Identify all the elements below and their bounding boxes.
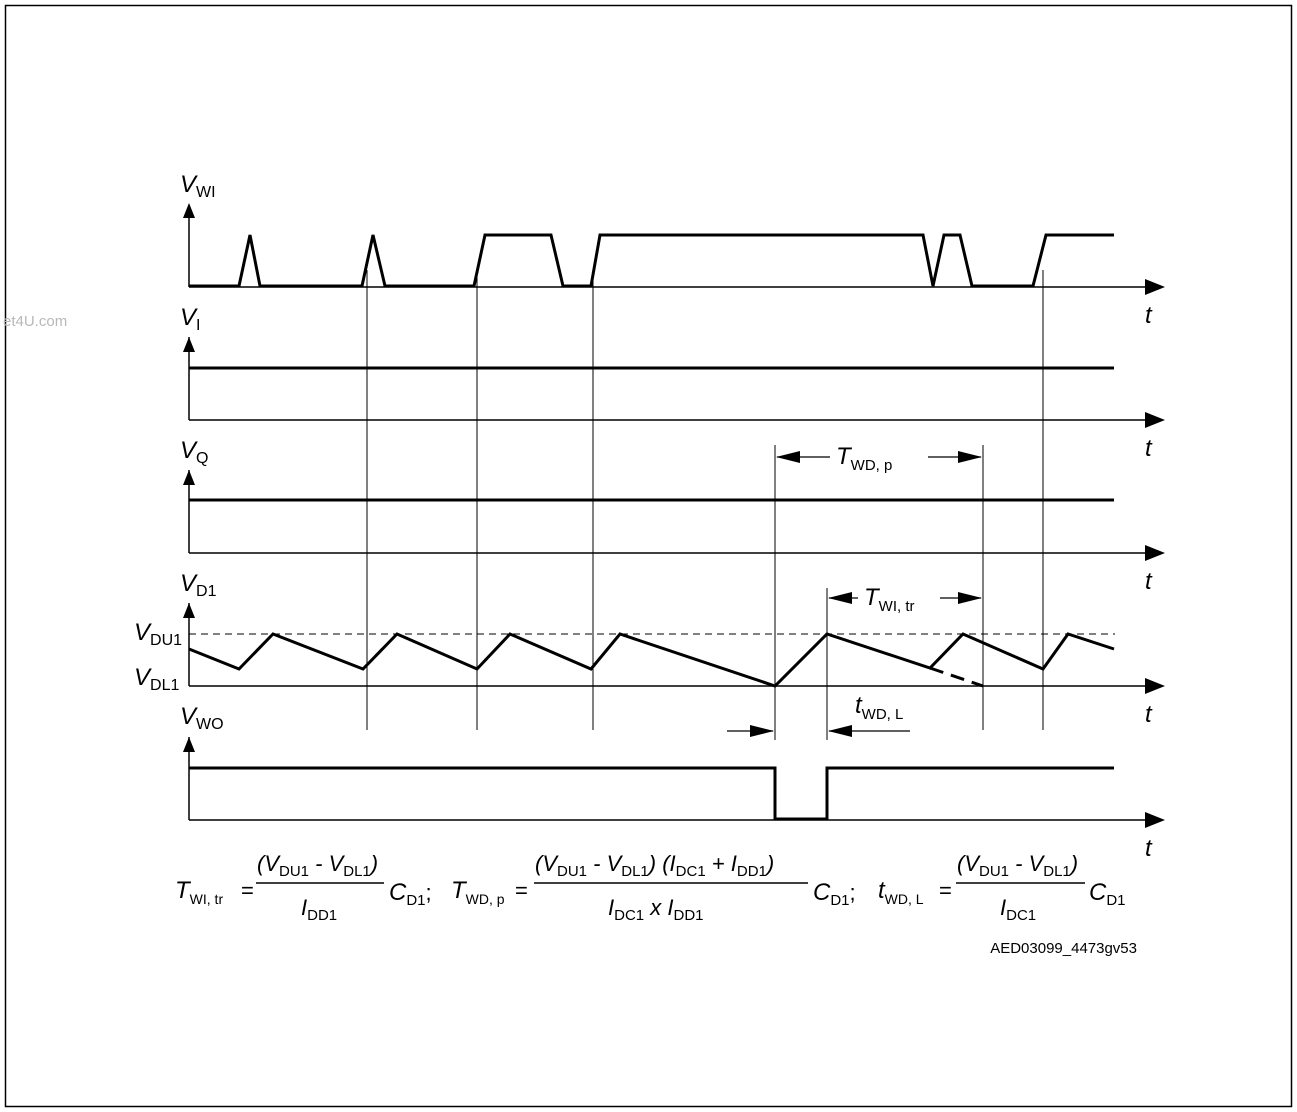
svg-text:CD1: CD1 bbox=[1089, 879, 1126, 909]
time-label-i: t bbox=[1145, 435, 1153, 462]
arrow-left-icon bbox=[776, 451, 800, 463]
axis-arrow-icon bbox=[1145, 412, 1165, 428]
waveform-wi bbox=[189, 233, 1114, 288]
svg-text:tWD, L: tWD, L bbox=[878, 877, 924, 907]
time-label-d1: t bbox=[1145, 701, 1153, 728]
arrow-right-icon bbox=[958, 451, 982, 463]
formula-twd-l: tWD, L = (VDU1 - VDL1) IDC1 CD1 bbox=[878, 851, 1126, 924]
axis-arrow-icon bbox=[1145, 812, 1165, 828]
svg-text:(VDU1 - VDL1): (VDU1 - VDL1) bbox=[957, 851, 1078, 880]
waveform-wo bbox=[189, 766, 1114, 821]
arrow-right-icon bbox=[958, 592, 982, 604]
axis-arrow-icon bbox=[183, 603, 195, 618]
svg-text:=: = bbox=[515, 878, 528, 903]
axis-arrow-icon bbox=[183, 737, 195, 752]
axis-arrow-icon bbox=[1145, 678, 1165, 694]
svg-text:TWD, p: TWD, p bbox=[451, 877, 505, 907]
guide-lines bbox=[366, 270, 1044, 740]
interval-label-twi-tr: TWI, tr bbox=[864, 584, 915, 615]
waveforms bbox=[188, 233, 1115, 821]
formula-twi-tr: TWI, tr = (VDU1 - VDL1) IDD1 CD1; bbox=[175, 851, 432, 924]
waveform-d1 bbox=[188, 632, 1115, 688]
signal-label-wo: VWO bbox=[180, 703, 224, 733]
svg-text:(VDU1 - VDL1): (VDU1 - VDL1) bbox=[257, 851, 378, 880]
formula-twd-p: TWD, p = (VDU1 - VDL1) (IDC1 + IDD1) IDC… bbox=[451, 851, 856, 924]
svg-text:IDD1: IDD1 bbox=[301, 895, 337, 924]
svg-text:TWI, tr: TWI, tr bbox=[175, 877, 223, 907]
signal-label-q: VQ bbox=[180, 437, 208, 467]
interval-label-twd-l: tWD, L bbox=[855, 692, 903, 723]
svg-text:IDC1: IDC1 bbox=[1000, 895, 1036, 924]
svg-text:=: = bbox=[939, 878, 952, 903]
signal-label-i: VI bbox=[180, 304, 200, 334]
time-label-wi: t bbox=[1145, 302, 1153, 329]
svg-text:(VDU1 - VDL1) (IDC1 + IDD1): (VDU1 - VDL1) (IDC1 + IDD1) bbox=[535, 851, 774, 880]
signal-label-wi: VWI bbox=[180, 171, 216, 201]
svg-text:CD1;: CD1; bbox=[813, 879, 856, 909]
waveform-d1-dashed bbox=[929, 666, 984, 688]
level-label-lower: VDL1 bbox=[134, 664, 179, 694]
svg-text:CD1;: CD1; bbox=[389, 879, 432, 909]
arrow-right-icon bbox=[750, 725, 774, 737]
figure-border bbox=[4, 4, 1293, 1108]
arrow-left-icon bbox=[828, 725, 852, 737]
axis-arrow-icon bbox=[183, 203, 195, 218]
axis-arrow-icon bbox=[1145, 279, 1165, 295]
time-label-q: t bbox=[1145, 568, 1153, 595]
interval-label-twd-p: TWD, p bbox=[836, 443, 892, 474]
axis-arrow-icon bbox=[183, 470, 195, 485]
level-label-upper: VDU1 bbox=[134, 619, 182, 649]
axes bbox=[183, 203, 1165, 828]
svg-text:IDC1 x IDD1: IDC1 x IDD1 bbox=[608, 895, 704, 924]
signal-label-d1: VD1 bbox=[180, 570, 217, 600]
axis-arrow-icon bbox=[1145, 545, 1165, 561]
arrow-left-icon bbox=[828, 592, 852, 604]
axis-arrow-icon bbox=[183, 337, 195, 352]
svg-text:=: = bbox=[241, 878, 254, 903]
time-label-wo: t bbox=[1145, 835, 1153, 862]
interval-arrows bbox=[727, 451, 982, 737]
watermark-text: et4U.com bbox=[3, 313, 67, 330]
figure-id: AED03099_4473gv53 bbox=[990, 940, 1137, 957]
